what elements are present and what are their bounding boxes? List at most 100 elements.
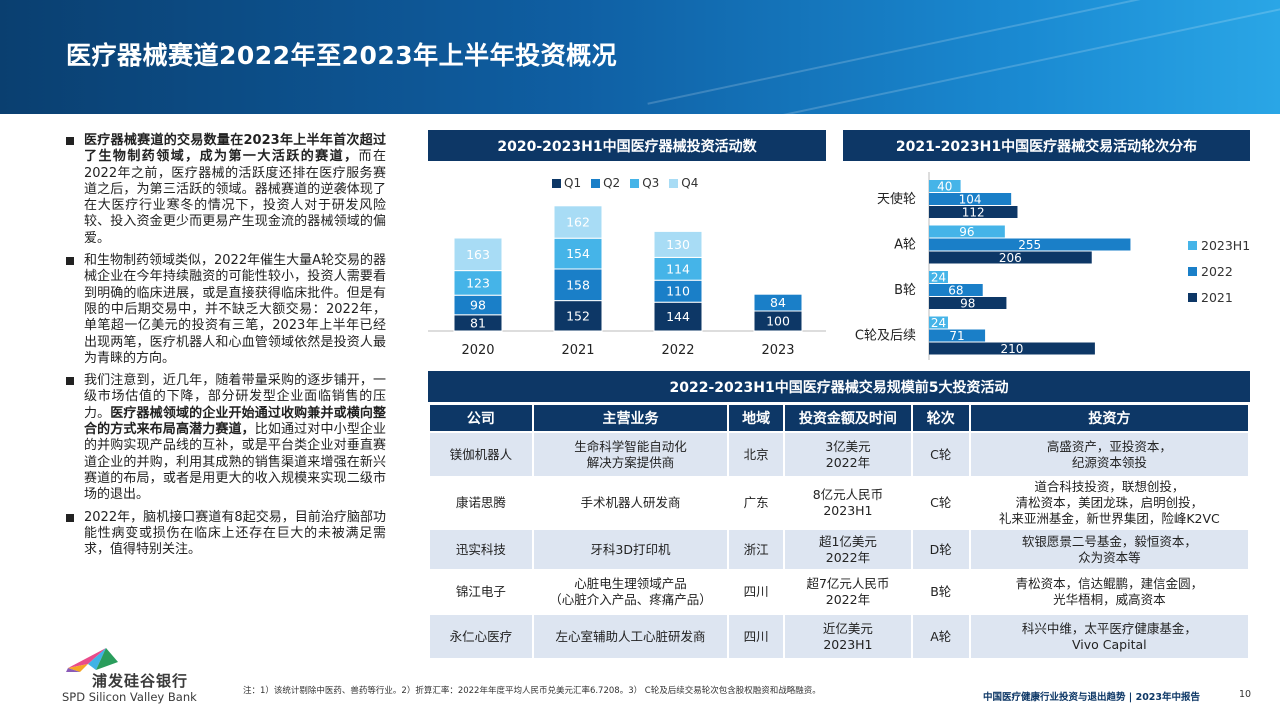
- legend-item: 2021: [1188, 284, 1250, 310]
- table-cell: 科兴中维，太平医疗健康基金， Vivo Capital: [968, 613, 1251, 660]
- data-label: 98: [960, 297, 975, 311]
- table-cell: B轮: [910, 569, 971, 615]
- y-tick-label: C轮及后续: [855, 329, 916, 344]
- table-cell: 8亿元人民币 2023H1: [783, 476, 913, 530]
- table-row: 锦江电子 心脏电生理领域产品 （心脏介入产品、疼痛产品） 四川 超7亿元人民币 202…: [428, 569, 1251, 615]
- x-tick-label: 2023: [761, 343, 794, 358]
- paragraph-emphasis: 医疗器械赛道的交易数量在2023年上半年首次超过了生物制药领域，成为第一大活跃的…: [84, 133, 386, 165]
- data-label: 100: [766, 314, 790, 329]
- y-tick-label: A轮: [894, 238, 916, 253]
- page-header: 医疗器械赛道2022年至2023年上半年投资概况: [0, 0, 1280, 114]
- data-label: 152: [566, 308, 590, 323]
- data-label: 123: [466, 275, 490, 290]
- chart1-title-bar: 2020-2023H1中国医疗器械投资活动数: [428, 130, 826, 161]
- legend-label: Q2: [603, 176, 621, 190]
- column-header: 公司: [428, 403, 534, 433]
- bar-segment: [753, 293, 803, 312]
- data-label: 110: [666, 284, 690, 299]
- bullet-icon: [66, 137, 74, 145]
- bar: [929, 225, 1005, 238]
- page-title: 医疗器械赛道2022年至2023年上半年投资概况: [66, 41, 618, 70]
- bar: [929, 342, 1095, 355]
- chart2-title-bar: 2021-2023H1中国医疗器械交易活动轮次分布: [843, 130, 1250, 161]
- bullet-icon: [66, 257, 74, 266]
- report-name: 中国医疗健康行业投资与退出趋势 | 2023年中报告: [983, 692, 1201, 703]
- data-label: 255: [1018, 238, 1041, 252]
- table-cell: 心脏电生理领域产品 （心脏介入产品、疼痛产品）: [531, 569, 730, 615]
- chart1-stacked-bar: 81 98 123 163 2020 152 158 154 162 2021 144 110 114 1…: [428, 205, 826, 358]
- table-cell: 3亿美元 2022年: [783, 431, 913, 478]
- legend-swatch: [1188, 266, 1197, 276]
- legend-item: Q3: [630, 176, 659, 190]
- table-cell: 永仁心医疗: [428, 613, 534, 660]
- data-label: 154: [566, 246, 590, 261]
- table-cell: A轮: [910, 613, 971, 660]
- page-number: 10: [1239, 689, 1252, 700]
- data-label: 114: [666, 261, 690, 276]
- x-tick-label: 2020: [461, 343, 494, 358]
- table-cell: 北京: [727, 431, 786, 478]
- data-label: 84: [770, 295, 786, 310]
- legend-swatch: [591, 178, 601, 188]
- paragraph-emphasis: 医疗器械领域的企业开始通过收购兼并或横向整合的方式来布局高潜力赛道，: [84, 405, 386, 438]
- legend-label: Q4: [681, 176, 699, 190]
- data-label: 162: [566, 215, 590, 230]
- data-label: 163: [466, 247, 490, 262]
- footnote: 注：1）该统计剔除中医药、兽药等行业。2）折算汇率：2022年年度平均人民币兑美…: [243, 686, 821, 696]
- table-cell: 左心室辅助人工心脏研发商: [531, 613, 730, 660]
- table-row: 镁伽机器人 生命科学智能自动化 解决方案提供商 北京 3亿美元 2022年 C轮 高盛资产…: [428, 431, 1251, 478]
- table-cell: 高盛资产，亚投资本， 纪源资本领投: [968, 431, 1251, 478]
- logo-english-name: SPD Silicon Valley Bank: [62, 690, 197, 704]
- y-tick-label: 天使轮: [877, 191, 916, 207]
- bar-segment: [653, 230, 703, 258]
- bar: [929, 180, 961, 192]
- legend-swatch: [1188, 240, 1197, 250]
- y-tick-label: B轮: [894, 283, 916, 298]
- table-cell: 道合科技投资，联想创投， 清松资本，美团龙珠，启明创投， 礼来亚洲基金，新世界集…: [968, 476, 1251, 530]
- table-header-row: 公司 主营业务 地域 投资金额及时间 轮次 投资方: [428, 403, 1251, 433]
- paragraph-text: 和生物制药领域类似，2022年催生大量A轮交易的器械企业在今年持续融资的可能性较…: [84, 253, 386, 366]
- bar: [929, 238, 1131, 251]
- bar-segment: [653, 301, 703, 332]
- logo-chinese-name: 浦发硅谷银行: [92, 672, 189, 690]
- paragraph-text: 而在2022年之前，医疗器械的活跃度还排在医疗服务赛道之后，为第三活跃的领域。器…: [84, 149, 386, 246]
- table-cell: 手术机器人研发商: [531, 476, 730, 530]
- table-cell: 镁伽机器人: [428, 431, 534, 478]
- bar: [929, 193, 1012, 205]
- table-row: 康诺思腾 手术机器人研发商 广东 8亿元人民币 2023H1 C轮 道合科技投资，联想创投…: [428, 476, 1251, 530]
- column-header: 轮次: [910, 403, 971, 433]
- column-header: 地域: [727, 403, 786, 433]
- bar-segment: [453, 270, 503, 296]
- summary-paragraph: 和生物制药领域类似，2022年催生大量A轮交易的器械企业在今年持续融资的可能性较…: [66, 253, 386, 367]
- bar: [929, 329, 986, 342]
- summary-text-column: 医疗器械赛道的交易数量在2023年上半年首次超过了生物制药领域，成为第一大活跃的…: [66, 133, 386, 564]
- bar-segment: [553, 205, 603, 239]
- bar: [929, 271, 948, 283]
- legend-label: Q1: [564, 176, 582, 190]
- chart2-title: 2021-2023H1中国医疗器械交易活动轮次分布: [895, 138, 1198, 155]
- legend-swatch: [630, 178, 640, 188]
- data-label: 112: [962, 206, 985, 220]
- legend-label: Q3: [642, 176, 660, 190]
- table-cell: 迅实科技: [428, 528, 534, 571]
- legend-item: Q1: [552, 176, 581, 190]
- bar-segment: [553, 237, 603, 270]
- data-label: 98: [470, 298, 486, 313]
- legend-item: Q4: [669, 176, 698, 190]
- table-title-bar: 2022-2023H1中国医疗器械交易规模前5大投资活动: [428, 371, 1250, 402]
- table-cell: 超7亿元人民币 2022年: [783, 569, 913, 615]
- legend-swatch: [1188, 292, 1197, 302]
- table-cell: D轮: [910, 528, 971, 571]
- bullet-icon: [66, 513, 74, 522]
- data-label: 158: [566, 277, 590, 292]
- bar-segment: [453, 237, 503, 272]
- data-label: 130: [666, 237, 690, 252]
- data-label: 68: [948, 284, 963, 298]
- table-cell: 广东: [727, 476, 786, 530]
- header-decoration: [647, 0, 1280, 114]
- column-header: 投资方: [968, 403, 1251, 433]
- bar: [929, 284, 983, 296]
- bar: [929, 206, 1018, 218]
- x-tick-label: 2021: [561, 343, 594, 358]
- summary-paragraph: 2022年，脑机接口赛道有8起交易，目前治疗脑部功能性病变或损伤在临床上还存在巨…: [66, 510, 386, 559]
